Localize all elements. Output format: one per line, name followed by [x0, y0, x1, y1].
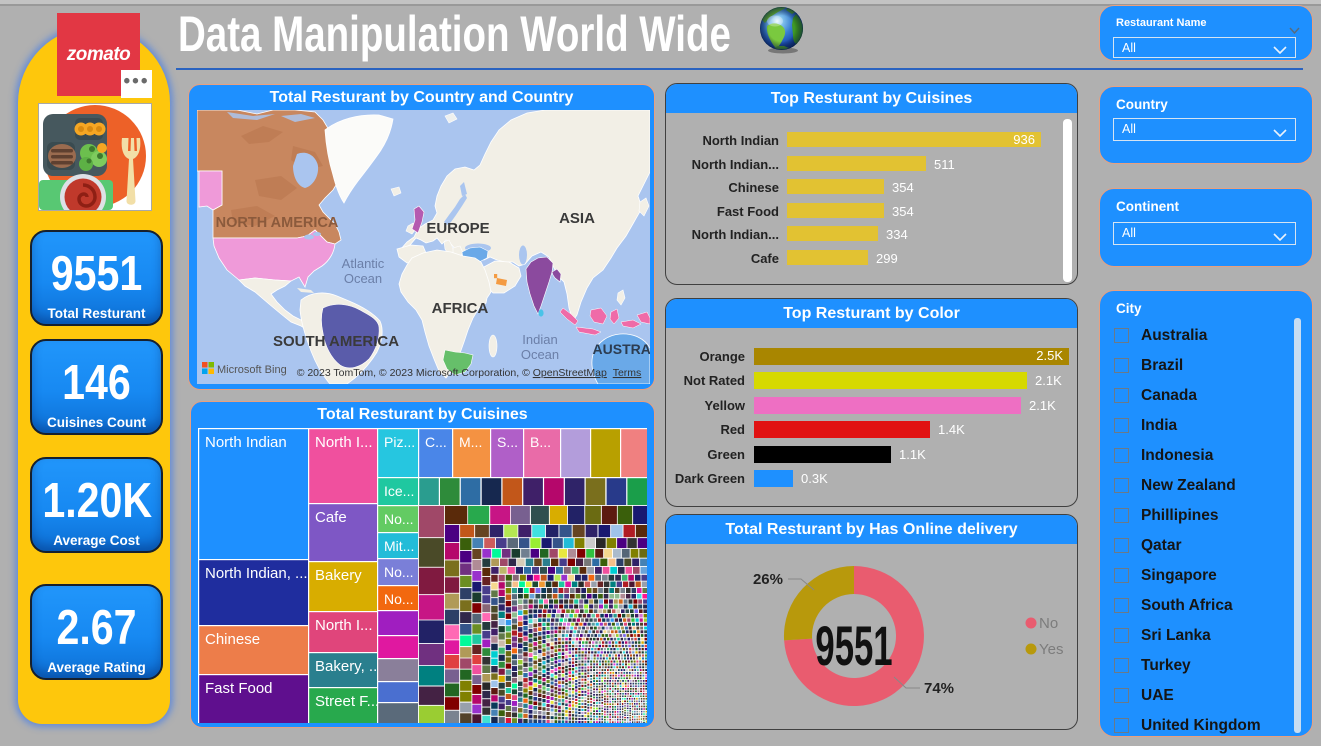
- svg-text:B...: B...: [530, 434, 551, 450]
- svg-text:No...: No...: [384, 511, 414, 527]
- svg-text:© 2023 TomTom, © 2023 Microsof: © 2023 TomTom, © 2023 Microsoft Corporat…: [297, 367, 642, 379]
- svg-text:North Indian, ...: North Indian, ...: [205, 565, 308, 582]
- svg-text:74%: 74%: [924, 680, 954, 697]
- svg-text:Indian: Indian: [522, 332, 557, 347]
- svg-text:Cafe: Cafe: [315, 509, 347, 526]
- svg-text:Ice...: Ice...: [384, 483, 414, 499]
- svg-text:Mit...: Mit...: [384, 538, 414, 554]
- svg-text:No...: No...: [384, 564, 414, 580]
- svg-text:ASIA: ASIA: [559, 210, 595, 227]
- svg-text:26%: 26%: [753, 571, 783, 588]
- svg-text:S...: S...: [497, 434, 518, 450]
- svg-text:Chinese: Chinese: [205, 631, 260, 648]
- svg-text:Piz...: Piz...: [384, 434, 415, 450]
- svg-text:C...: C...: [425, 434, 447, 450]
- svg-text:Ocean: Ocean: [521, 347, 559, 362]
- svg-text:AUSTRAL: AUSTRAL: [593, 341, 650, 357]
- svg-text:Bakery: Bakery: [315, 567, 362, 584]
- svg-text:North Indian: North Indian: [205, 434, 287, 451]
- svg-text:9551: 9551: [815, 615, 892, 678]
- svg-text:SOUTH AMERICA: SOUTH AMERICA: [273, 333, 399, 350]
- svg-text:Yes: Yes: [1039, 641, 1063, 658]
- svg-text:Atlantic: Atlantic: [342, 256, 385, 271]
- svg-text:NORTH AMERICA: NORTH AMERICA: [216, 215, 339, 231]
- svg-text:No...: No...: [384, 591, 414, 607]
- svg-text:Bakery, ...: Bakery, ...: [315, 658, 381, 675]
- svg-text:Fast Food: Fast Food: [205, 680, 273, 697]
- svg-text:M...: M...: [459, 434, 482, 450]
- svg-text:North I...: North I...: [315, 434, 373, 451]
- svg-text:Ocean: Ocean: [344, 271, 382, 286]
- svg-text:No: No: [1039, 615, 1058, 632]
- svg-text:North I...: North I...: [315, 617, 373, 634]
- svg-text:Street F...: Street F...: [315, 693, 379, 710]
- svg-text:AFRICA: AFRICA: [432, 300, 489, 317]
- svg-text:EUROPE: EUROPE: [426, 220, 489, 237]
- svg-text:Microsoft Bing: Microsoft Bing: [217, 364, 287, 376]
